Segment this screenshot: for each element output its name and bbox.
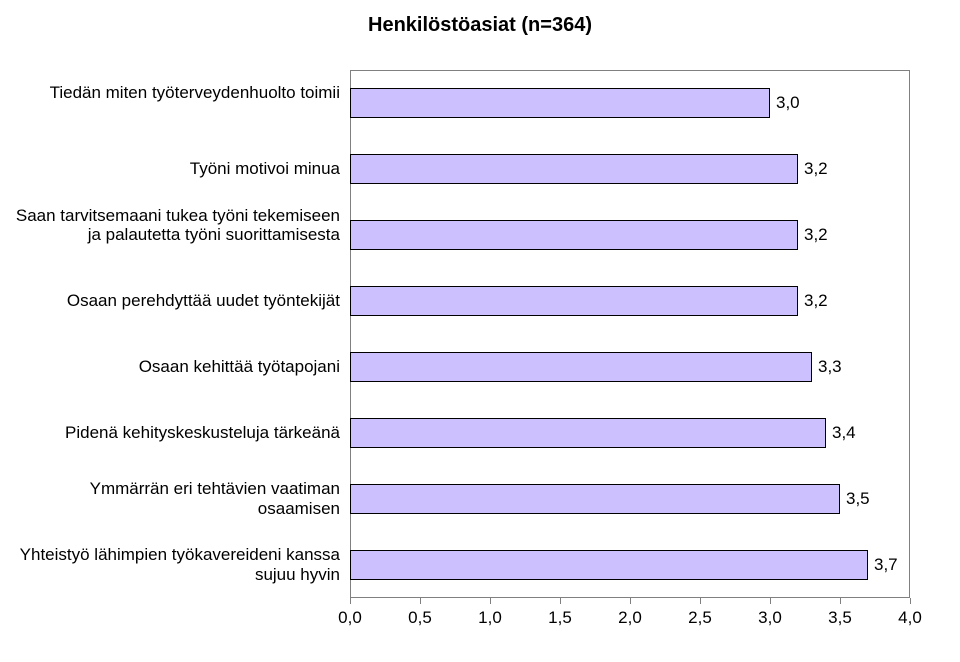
category-label: Pidenä kehityskeskusteluja tärkeänä: [10, 423, 340, 443]
x-tick-label: 0,0: [330, 608, 370, 628]
plot-area: [350, 70, 910, 598]
x-tick-label: 0,5: [400, 608, 440, 628]
x-tick: [350, 598, 351, 604]
x-tick-label: 1,0: [470, 608, 510, 628]
x-tick-label: 3,5: [820, 608, 860, 628]
category-label: Osaan kehittää työtapojani: [10, 357, 340, 377]
x-tick-label: 2,0: [610, 608, 650, 628]
bar: [350, 154, 798, 184]
category-label: Saan tarvitsemaani tukea työni tekemisee…: [10, 206, 340, 245]
value-label: 3,4: [832, 423, 856, 443]
category-label: Tiedän miten työterveydenhuolto toimii: [10, 83, 340, 103]
chart-title: Henkilöstöasiat (n=364): [0, 14, 960, 37]
x-tick: [560, 598, 561, 604]
x-tick: [630, 598, 631, 604]
bar: [350, 550, 868, 580]
value-label: 3,5: [846, 489, 870, 509]
value-label: 3,2: [804, 225, 828, 245]
value-label: 3,0: [776, 93, 800, 113]
value-label: 3,7: [874, 555, 898, 575]
chart-container: Henkilöstöasiat (n=364) 3,0 3,2 3,2 3,2 3,3 3…: [0, 0, 960, 662]
x-tick: [840, 598, 841, 604]
category-label: Ymmärrän eri tehtävien vaatiman osaamise…: [10, 479, 340, 518]
value-label: 3,2: [804, 159, 828, 179]
x-tick: [910, 598, 911, 604]
bar: [350, 88, 770, 118]
value-label: 3,2: [804, 291, 828, 311]
x-tick-label: 1,5: [540, 608, 580, 628]
x-tick: [700, 598, 701, 604]
x-tick-label: 2,5: [680, 608, 720, 628]
value-label: 3,3: [818, 357, 842, 377]
category-label: Työni motivoi minua: [10, 159, 340, 179]
x-tick: [490, 598, 491, 604]
bar: [350, 352, 812, 382]
bar: [350, 418, 826, 448]
x-tick-label: 4,0: [890, 608, 930, 628]
x-tick: [770, 598, 771, 604]
category-label: Yhteistyö lähimpien työkavereideni kanss…: [10, 545, 340, 584]
category-label: Osaan perehdyttää uudet työntekijät: [10, 291, 340, 311]
bar: [350, 484, 840, 514]
bar: [350, 286, 798, 316]
x-tick-label: 3,0: [750, 608, 790, 628]
x-tick: [420, 598, 421, 604]
bar: [350, 220, 798, 250]
